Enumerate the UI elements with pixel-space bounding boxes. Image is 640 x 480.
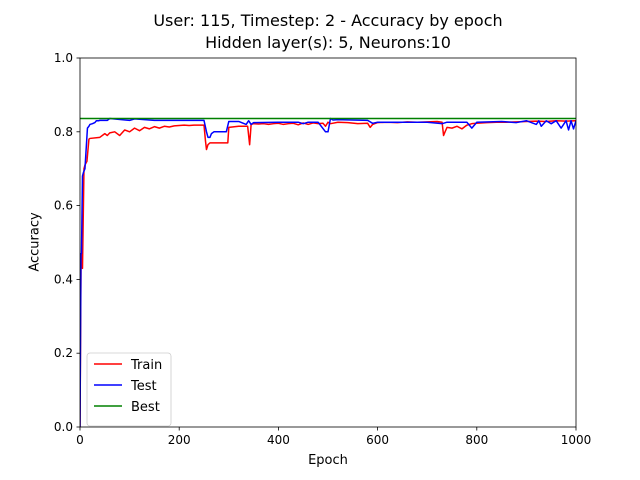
- y-tick-label: 0.8: [54, 125, 73, 139]
- y-tick-label: 1.0: [54, 51, 73, 65]
- y-tick-label: 0.6: [54, 199, 73, 213]
- x-tick-label: 1000: [561, 433, 592, 447]
- legend: Train Test Best: [86, 352, 172, 427]
- series-line-test: [80, 117, 576, 427]
- legend-label-best: Best: [131, 400, 160, 415]
- plot-frame: [79, 57, 577, 428]
- x-tick-label: 0: [76, 433, 84, 447]
- legend-box: [86, 352, 172, 427]
- x-tick-label: 400: [267, 433, 290, 447]
- chart-subtitle: Hidden layer(s): 5, Neurons:10: [205, 33, 451, 52]
- legend-label-train: Train: [130, 358, 162, 373]
- x-tick-label: 600: [366, 433, 389, 447]
- y-tick-label: 0.4: [54, 272, 73, 286]
- legend-label-test: Test: [130, 379, 157, 394]
- series-layer: [80, 117, 576, 427]
- x-axis-label: Epoch: [308, 453, 348, 468]
- axes-layer: 0 200 400 600 800 1000 0.0 0.2 0.4 0.6 0.8 1.0: [54, 51, 591, 447]
- series-line-train: [80, 119, 576, 427]
- chart-title: User: 115, Timestep: 2 - Accuracy by epo…: [153, 11, 503, 30]
- y-tick-label: 0.2: [54, 346, 73, 360]
- x-tick-label: 800: [465, 433, 488, 447]
- x-tick-label: 200: [168, 433, 191, 447]
- y-tick-label: 0.0: [54, 420, 73, 434]
